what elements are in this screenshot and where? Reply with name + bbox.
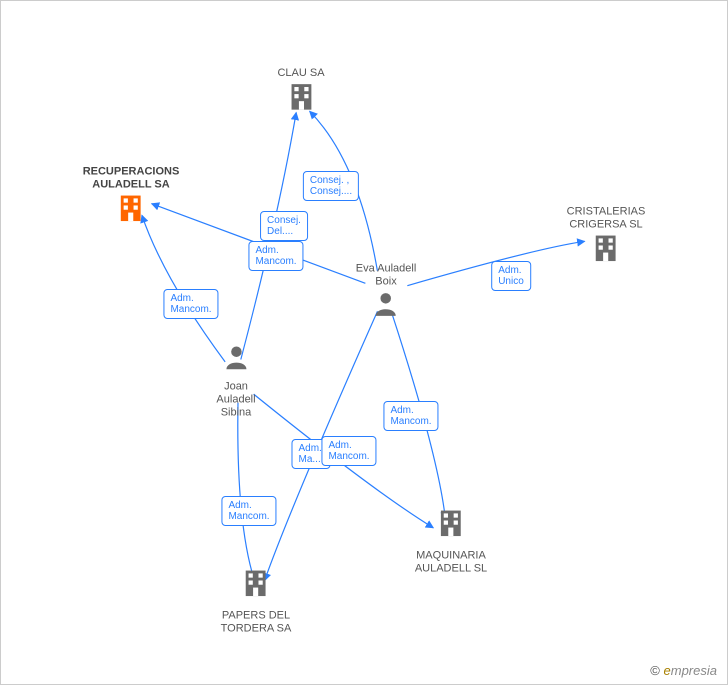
- company-node-crist[interactable]: CRISTALERIAS CRIGERSA SL: [567, 201, 646, 270]
- edge-label: Adm. Mancom.: [163, 289, 218, 319]
- edge-label: Adm. Mancom.: [248, 241, 303, 271]
- brand-first-letter: e: [664, 663, 671, 678]
- company-icon: [277, 80, 324, 119]
- person-icon: [356, 289, 417, 324]
- company-icon: [415, 506, 487, 545]
- edge-label: Adm. Mancom.: [383, 401, 438, 431]
- person-icon: [216, 342, 255, 377]
- brand-rest: mpresia: [671, 663, 717, 678]
- person-node-eva[interactable]: Eva Auladell Boix: [356, 258, 417, 323]
- node-label: CLAU SA: [277, 67, 324, 80]
- company-node-clau[interactable]: CLAU SA: [277, 63, 324, 119]
- node-label: MAQUINARIA AULADELL SL: [415, 549, 487, 575]
- company-node-recup[interactable]: RECUPERACIONS AULADELL SA: [83, 161, 180, 230]
- company-icon: [83, 192, 180, 231]
- node-label: Joan Auladell Sibina: [216, 381, 255, 421]
- node-label: CRISTALERIAS CRIGERSA SL: [567, 205, 646, 231]
- company-node-papers[interactable]: PAPERS DEL TORDERA SA: [221, 566, 292, 635]
- edge-label: Adm. Mancom.: [321, 436, 376, 466]
- company-node-maq[interactable]: MAQUINARIA AULADELL SL: [415, 506, 487, 575]
- company-icon: [221, 566, 292, 605]
- diagram-canvas: CLAU SA RECUPERACIONS AULADELL SA CRISTA…: [0, 0, 728, 685]
- watermark: © empresia: [650, 663, 717, 678]
- company-icon: [567, 232, 646, 271]
- node-label: RECUPERACIONS AULADELL SA: [83, 165, 180, 191]
- node-label: PAPERS DEL TORDERA SA: [221, 609, 292, 635]
- edge-label: Consej. , Consej....: [303, 171, 359, 201]
- edge-label: Consej. Del....: [260, 211, 308, 241]
- node-label: Eva Auladell Boix: [356, 262, 417, 288]
- copyright-symbol: ©: [650, 663, 660, 678]
- edge-label: Adm. Mancom.: [221, 496, 276, 526]
- edge-label: Adm. Unico: [491, 261, 531, 291]
- edges-layer: [1, 1, 727, 684]
- edge-path: [238, 403, 254, 579]
- person-node-joan[interactable]: Joan Auladell Sibina: [216, 342, 255, 421]
